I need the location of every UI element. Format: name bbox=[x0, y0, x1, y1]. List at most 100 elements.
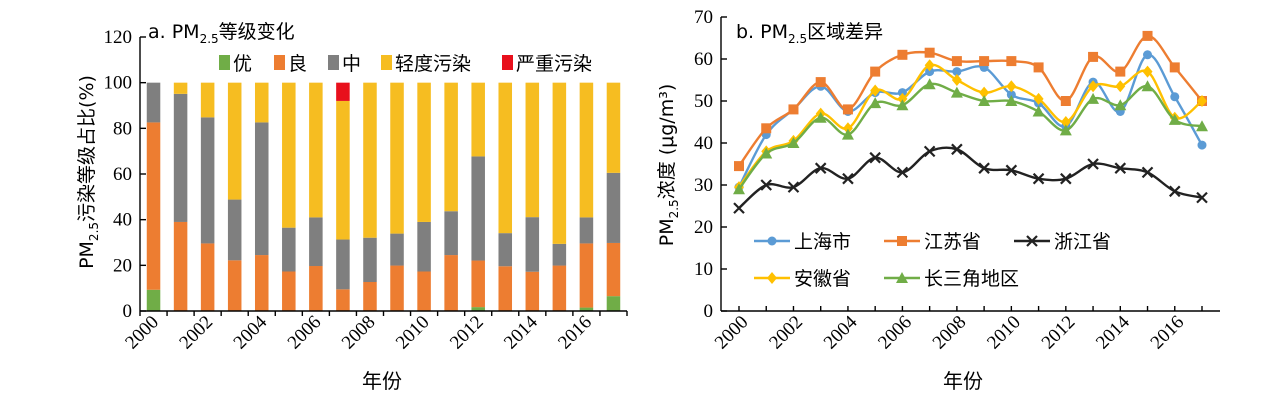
panel-a-y-tick-label: 60 bbox=[113, 164, 132, 185]
series-3-point-2006 bbox=[897, 92, 908, 105]
series-1-point-2003 bbox=[815, 77, 826, 88]
series-0-point-2016 bbox=[1170, 92, 1180, 102]
bar-segment-2006-2 bbox=[309, 217, 323, 267]
bar-segment-2002-1 bbox=[200, 243, 215, 311]
bar-segment-2008-2 bbox=[363, 237, 377, 283]
series-4-point-2013 bbox=[1087, 92, 1100, 104]
legend-label-1: 良 bbox=[288, 53, 307, 75]
bar-segment-2005-2 bbox=[282, 227, 296, 272]
bar-segment-2016-2 bbox=[579, 217, 594, 244]
bar-segment-2007-1 bbox=[336, 289, 350, 311]
legend-marker-0 bbox=[767, 236, 777, 246]
panel-b-y-tick-label: 70 bbox=[694, 7, 713, 28]
panel-b-y-tick-label: 20 bbox=[694, 217, 713, 238]
series-2-point-2001 bbox=[760, 179, 773, 191]
legend-marker-4 bbox=[896, 272, 908, 283]
bar-segment-2011-1 bbox=[444, 255, 458, 311]
bar-segment-2004-1 bbox=[254, 255, 269, 311]
panel-a-x-tick-label: 2010 bbox=[392, 312, 434, 354]
panel-b-y-tick-label: 40 bbox=[694, 133, 713, 154]
bar-segment-2007-3 bbox=[336, 100, 350, 240]
bar-segment-2017-3 bbox=[606, 82, 621, 173]
bar-segment-2009-2 bbox=[390, 233, 404, 266]
series-3-point-2007 bbox=[924, 59, 935, 72]
series-1-point-2007 bbox=[924, 47, 935, 58]
panel-b-title: b. PM2.5区域差异 bbox=[736, 21, 883, 46]
panel-b-x-axis-label: 年份 bbox=[943, 369, 983, 393]
bar-segment-2014-2 bbox=[525, 217, 540, 272]
legend-marker-1 bbox=[897, 236, 907, 246]
panel-a-bars bbox=[146, 82, 621, 311]
panel-b-x-tick-label: 2016 bbox=[1147, 312, 1189, 354]
series-4-point-2008 bbox=[950, 86, 963, 98]
legend-label-2: 浙江省 bbox=[1054, 231, 1111, 253]
series-1-point-2005 bbox=[870, 66, 881, 77]
series-2-point-2010 bbox=[1005, 164, 1018, 177]
series-1-point-2011 bbox=[1033, 62, 1044, 73]
legend-swatch-0 bbox=[219, 55, 230, 70]
bar-segment-2003-3 bbox=[227, 82, 242, 200]
panel-a-x-tick-label: 2004 bbox=[230, 311, 272, 353]
panel-a-y-tick-label: 0 bbox=[123, 301, 133, 322]
panel-b-x-tick-label: 2008 bbox=[929, 312, 971, 354]
series-0-point-2008 bbox=[952, 67, 962, 77]
series-4-point-2002 bbox=[787, 137, 800, 148]
panel-a-legend: 优 良 中 轻度污染 严重污染 bbox=[219, 53, 592, 75]
panel-b-y-tick-label: 50 bbox=[694, 91, 713, 112]
panel-a-y-tick-label: 80 bbox=[113, 118, 132, 139]
series-1-point-2001 bbox=[761, 123, 772, 134]
bar-segment-2006-1 bbox=[309, 266, 323, 311]
series-0-point-2007 bbox=[925, 67, 935, 77]
panel-a-y-tick-label: 100 bbox=[104, 73, 133, 94]
series-line-4 bbox=[738, 82, 1203, 190]
panel-b-x-tick-label: 2006 bbox=[874, 312, 916, 354]
series-4-point-2004 bbox=[841, 128, 854, 140]
series-4-point-2000 bbox=[733, 183, 745, 195]
legend-swatch-1 bbox=[274, 55, 285, 70]
panel-b-y-tick-label: 0 bbox=[704, 301, 714, 322]
panel-b-y-tick-label: 30 bbox=[694, 175, 713, 196]
series-1-point-2012 bbox=[1060, 96, 1071, 106]
bar-segment-2017-2 bbox=[606, 172, 621, 243]
series-2-point-2015 bbox=[1141, 166, 1154, 179]
series-1-point-2009 bbox=[979, 56, 990, 67]
series-3-point-2005 bbox=[870, 84, 881, 97]
series-line-0 bbox=[737, 53, 1204, 188]
bar-segment-2000-2 bbox=[146, 82, 161, 123]
panel-a-y-tick-label: 40 bbox=[113, 210, 132, 231]
legend-swatch-4 bbox=[502, 55, 513, 70]
bar-segment-2015-2 bbox=[552, 243, 567, 266]
panel-a-x-tick-label: 2014 bbox=[500, 311, 542, 353]
series-3-point-2010 bbox=[1006, 80, 1017, 93]
bar-segment-2007-2 bbox=[336, 239, 350, 290]
series-2-point-2007 bbox=[923, 145, 936, 158]
series-0-point-2006 bbox=[897, 88, 907, 98]
panel-b-x-tick-label: 2002 bbox=[765, 312, 807, 354]
bar-segment-2003-1 bbox=[227, 260, 242, 311]
panel-b-x-tick-label: 2014 bbox=[1092, 311, 1134, 353]
series-1-point-2013 bbox=[1088, 51, 1099, 62]
bar-segment-2005-1 bbox=[282, 271, 296, 311]
series-4-point-2005 bbox=[869, 97, 882, 109]
series-2-point-2004 bbox=[842, 172, 854, 185]
bar-segment-2010-1 bbox=[417, 271, 431, 311]
bar-segment-2013-1 bbox=[498, 266, 513, 311]
series-2-point-2014 bbox=[1114, 162, 1127, 174]
legend-label-3: 轻度污染 bbox=[395, 53, 471, 75]
series-2-point-2013 bbox=[1087, 158, 1099, 170]
panel-a-y-axis-label: PM2.5污染等级占比(%) bbox=[76, 75, 101, 269]
series-2-point-2005 bbox=[869, 151, 881, 164]
series-2-point-2012 bbox=[1060, 172, 1072, 185]
bar-segment-2003-2 bbox=[227, 199, 242, 261]
panel-a-x-tick-label: 2006 bbox=[284, 312, 326, 354]
panel-b-series bbox=[733, 30, 1208, 214]
series-3-point-2011 bbox=[1033, 92, 1044, 105]
legend-label-4: 长三角地区 bbox=[924, 268, 1019, 290]
panel-a-x-axis-label: 年份 bbox=[362, 369, 402, 393]
panel-b-x-tick-label: 2010 bbox=[983, 312, 1025, 354]
series-2-point-2003 bbox=[814, 162, 827, 174]
panel-b-x-tick-label: 2012 bbox=[1038, 312, 1080, 354]
series-1-point-2004 bbox=[842, 104, 853, 115]
